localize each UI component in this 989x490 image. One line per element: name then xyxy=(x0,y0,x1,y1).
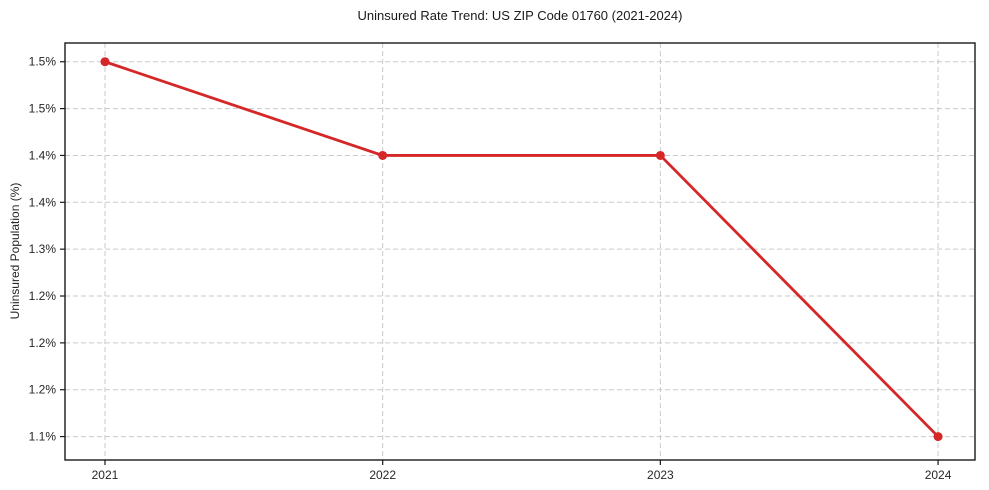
data-point xyxy=(378,150,388,160)
x-tick-label: 2023 xyxy=(647,468,674,482)
data-point xyxy=(933,432,943,442)
chart-title: Uninsured Rate Trend: US ZIP Code 01760 … xyxy=(357,8,683,23)
y-tick-label: 1.3% xyxy=(29,242,57,256)
y-tick-label: 1.4% xyxy=(29,148,57,162)
plot-border xyxy=(64,42,976,461)
y-tick-label: 1.1% xyxy=(29,430,57,444)
y-tick-label: 1.2% xyxy=(29,383,57,397)
y-tick-label: 1.5% xyxy=(29,102,57,116)
y-tick-label: 1.2% xyxy=(29,336,57,350)
y-tick-label: 1.5% xyxy=(29,55,57,69)
trend-line xyxy=(103,60,940,438)
x-tick-label: 2024 xyxy=(925,468,952,482)
data-point xyxy=(100,57,110,67)
data-point xyxy=(655,150,665,160)
x-tick-label: 2022 xyxy=(369,468,396,482)
x-tick-label: 2021 xyxy=(92,468,119,482)
y-tick-label: 1.4% xyxy=(29,195,57,209)
y-tick-label: 1.2% xyxy=(29,289,57,303)
